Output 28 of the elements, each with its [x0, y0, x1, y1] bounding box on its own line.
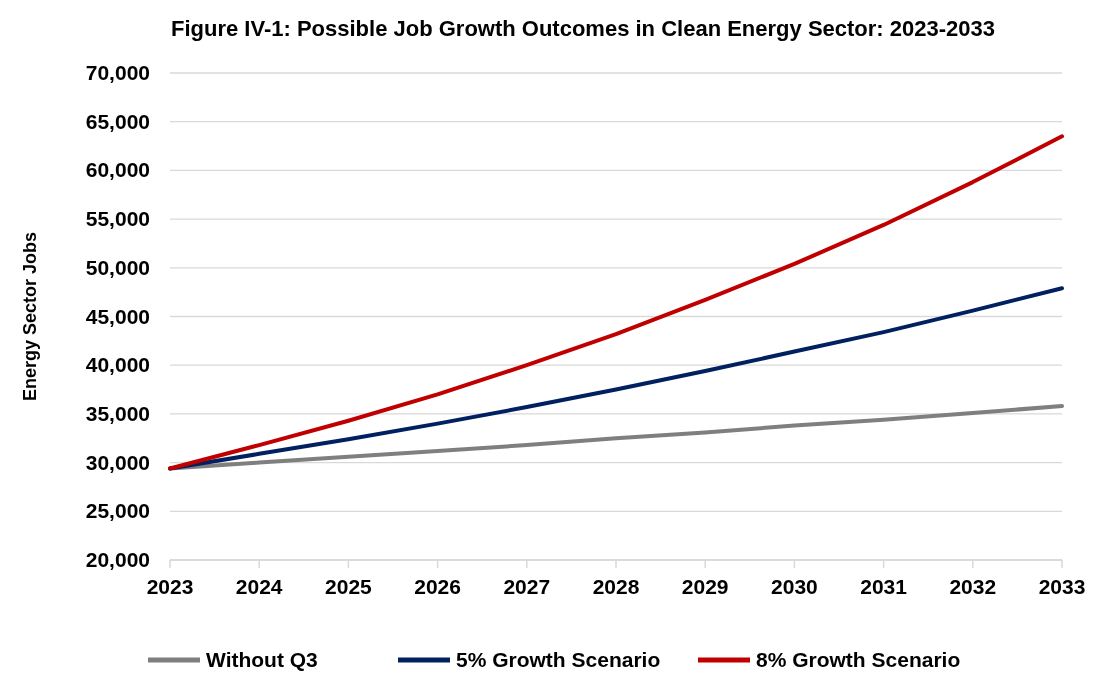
x-tick-label: 2024: [235, 575, 283, 598]
x-tick-label: 2023: [146, 575, 194, 598]
x-tick-label: 2032: [949, 575, 997, 598]
legend-label: 8% Growth Scenario: [756, 648, 961, 671]
x-tick-label: 2029: [681, 575, 729, 598]
y-axis-title: Energy Sector Jobs: [20, 231, 40, 402]
x-tick-label: 2031: [860, 575, 908, 598]
y-tick-label: 50,000: [85, 255, 150, 279]
x-tick-label: 2033: [1038, 575, 1086, 598]
chart-title: Figure IV-1: Possible Job Growth Outcomes in Clean Energy Sector: 2023-2033: [170, 16, 996, 41]
y-tick-label: 60,000: [85, 158, 150, 182]
y-tick-label: 30,000: [85, 450, 150, 474]
y-tick-label: 25,000: [85, 499, 150, 523]
y-tick-label: 65,000: [85, 109, 150, 133]
legend-label: Without Q3: [206, 648, 318, 671]
y-tick-label: 55,000: [85, 207, 150, 231]
line-series: [168, 134, 1064, 471]
y-tick-label: 70,000: [85, 61, 150, 84]
y-tick-label: 35,000: [85, 401, 150, 425]
legend-label: 5% Growth Scenario: [456, 648, 661, 671]
x-tick-label: 2027: [503, 575, 551, 598]
y-tick-label: 20,000: [85, 548, 150, 571]
x-tick-label: 2026: [414, 575, 461, 598]
x-tick-label: 2028: [592, 575, 640, 598]
x-tick-label: 2025: [325, 575, 373, 598]
x-tick-label: 2030: [771, 575, 818, 598]
y-tick-label: 45,000: [85, 304, 150, 328]
y-tick-label: 40,000: [85, 353, 150, 377]
